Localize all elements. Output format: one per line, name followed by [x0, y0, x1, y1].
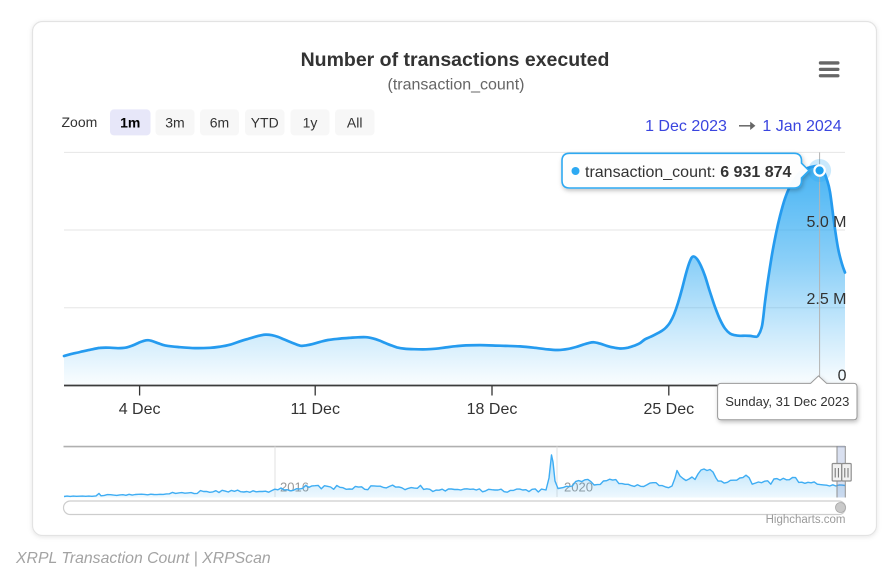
svg-text:11 Dec: 11 Dec [290, 401, 340, 418]
svg-text:3m: 3m [165, 115, 184, 131]
svg-text:transaction_count: 6 931 874: transaction_count: 6 931 874 [585, 164, 791, 181]
svg-text:5.0 M: 5.0 M [806, 214, 846, 231]
svg-text:4 Dec: 4 Dec [119, 401, 161, 418]
svg-text:Sunday, 31 Dec 2023: Sunday, 31 Dec 2023 [725, 394, 849, 409]
svg-text:All: All [347, 115, 363, 131]
svg-text:XRPL Transaction Count | XRPSc: XRPL Transaction Count | XRPScan [15, 550, 271, 567]
svg-text:Highcharts.com: Highcharts.com [766, 514, 846, 526]
svg-text:1 Dec 2023: 1 Dec 2023 [645, 118, 727, 135]
svg-text:6m: 6m [210, 115, 229, 131]
svg-text:18 Dec: 18 Dec [467, 401, 518, 418]
svg-text:(transaction_count): (transaction_count) [388, 77, 525, 94]
svg-text:Number of transactions execute: Number of transactions executed [301, 49, 610, 71]
svg-text:2.5 M: 2.5 M [806, 291, 846, 308]
svg-text:1y: 1y [303, 115, 318, 131]
svg-text:1m: 1m [120, 115, 140, 131]
svg-text:0: 0 [838, 368, 847, 385]
svg-text:25 Dec: 25 Dec [643, 401, 694, 418]
svg-text:YTD: YTD [251, 115, 279, 131]
svg-text:Zoom: Zoom [62, 114, 98, 130]
svg-text:1 Jan 2024: 1 Jan 2024 [762, 118, 841, 135]
